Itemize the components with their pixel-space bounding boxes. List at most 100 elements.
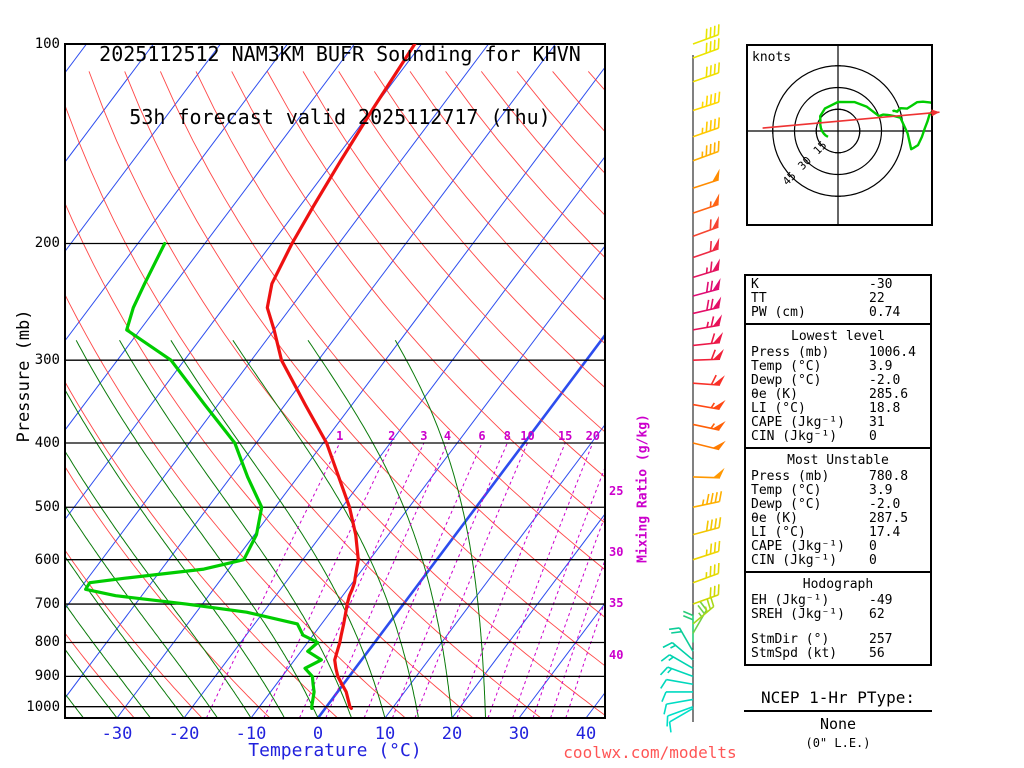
stat-label: CIN (Jkg⁻¹) — [751, 553, 838, 568]
stat-label: CAPE (Jkg⁻¹) — [751, 539, 845, 554]
pressure-tick-label: 1000 — [26, 698, 60, 715]
stat-label: K — [751, 277, 759, 292]
mixing-ratio-labels: 1 2 3 4 6 8 10 15 20 25 30 35 40 — [336, 429, 623, 662]
temperature-tick-label: -10 — [235, 724, 267, 744]
stat-value: 0 — [869, 429, 877, 444]
stat-value: 17.4 — [869, 525, 901, 540]
stat-label: θe (K) — [751, 511, 798, 526]
stats-section: Lowest level Press (mb) 1006.4 Temp (°C) 3.9… — [746, 323, 930, 447]
stat-label: Temp (°C) — [751, 359, 822, 374]
stat-value: 62 — [869, 607, 885, 622]
ptype-liquid-equivalent: (0" L.E.) — [805, 736, 871, 750]
svg-text:25: 25 — [609, 484, 623, 498]
svg-text:35: 35 — [609, 596, 623, 610]
pressure-tick-label: 500 — [34, 499, 60, 516]
pressure-tick-label: 800 — [34, 634, 60, 651]
svg-text:6: 6 — [478, 429, 485, 443]
hodograph-trace — [819, 100, 931, 151]
temperature-tick-label: 30 — [508, 724, 530, 744]
stat-value: 0 — [869, 553, 877, 568]
stat-row: θe (K) 287.5 — [746, 512, 930, 526]
svg-text:3: 3 — [420, 429, 427, 443]
stat-label: Dewp (°C) — [751, 497, 822, 512]
stat-label: PW (cm) — [751, 305, 806, 320]
svg-text:20: 20 — [586, 429, 600, 443]
watermark: coolwx.com/modelts — [563, 743, 737, 762]
pressure-tick-label: 900 — [34, 668, 60, 685]
ptype-value: None — [819, 715, 857, 733]
stat-label: LI (°C) — [751, 525, 806, 540]
stat-row: PW (cm) 0.74 — [746, 306, 930, 320]
ptype-title: NCEP 1-Hr PType: — [744, 688, 932, 712]
stat-value: 56 — [869, 646, 885, 661]
dewpoint-curve — [84, 241, 323, 710]
stat-row: Press (mb) 780.8 — [746, 470, 930, 484]
stat-value: 0.74 — [869, 305, 901, 320]
stats-panel: K -30 TT 22 PW (cm) 0.74 Lowest level Press (mb… — [744, 274, 932, 666]
svg-text:8: 8 — [504, 429, 511, 443]
stat-row: LI (°C) 17.4 — [746, 526, 930, 540]
wind-barb-column — [659, 24, 726, 733]
stat-value: 18.8 — [869, 401, 901, 416]
stat-label: SREH (Jkg⁻¹) — [751, 607, 845, 622]
stat-label: CIN (Jkg⁻¹) — [751, 429, 838, 444]
stats-section-header: Most Unstable — [787, 453, 889, 468]
stat-label: EH (Jkg⁻¹) — [751, 593, 830, 608]
stat-label: TT — [751, 291, 767, 306]
stat-row: EH (Jkg⁻¹) -49 — [746, 594, 930, 608]
stat-row: θe (K) 285.6 — [746, 388, 930, 402]
pressure-tick-label: 600 — [34, 551, 60, 568]
temperature-tick-label: -30 — [101, 724, 133, 744]
temperature-tick-label: 40 — [575, 724, 597, 744]
ptype-panel: NCEP 1-Hr PType: None (0" L.E.) — [744, 688, 932, 750]
stats-section-header: Hodograph — [802, 577, 874, 592]
stat-label: StmSpd (kt) — [751, 646, 838, 661]
stat-value: 257 — [869, 632, 893, 647]
stat-label: Press (mb) — [751, 345, 830, 360]
stat-label: StmDir (°) — [751, 632, 830, 647]
pressure-axis-label: Pressure (mb) — [14, 309, 34, 443]
stat-value: 31 — [869, 415, 885, 430]
skewt-background-lines — [65, 44, 605, 718]
temperature-curve — [265, 44, 417, 710]
stat-row: Temp (°C) 3.9 — [746, 360, 930, 374]
stats-section: Hodograph EH (Jkg⁻¹) -49 SREH (Jkg⁻¹) 62 StmD… — [746, 571, 930, 664]
stat-row: LI (°C) 18.8 — [746, 402, 930, 416]
stat-value: 3.9 — [869, 483, 893, 498]
stat-label: θe (K) — [751, 387, 798, 402]
chart-title-line1: 2025112512 NAM3KM BUFR Sounding for KHVN — [99, 42, 581, 66]
stat-value: 3.9 — [869, 359, 893, 374]
stat-label: LI (°C) — [751, 401, 806, 416]
svg-text:2: 2 — [388, 429, 395, 443]
stats-section: K -30 TT 22 PW (cm) 0.74 — [746, 276, 930, 323]
pressure-tick-label: 700 — [34, 596, 60, 613]
stat-value: -2.0 — [869, 373, 901, 388]
hodograph-units-label: knots — [752, 50, 792, 65]
mixing-ratio-axis-label: Mixing Ratio (g/kg) — [635, 414, 651, 563]
temperature-tick-label: 0 — [312, 724, 324, 744]
stat-row: SREH (Jkg⁻¹) 62 — [746, 608, 930, 622]
svg-text:10: 10 — [520, 429, 534, 443]
stat-value: -49 — [869, 593, 893, 608]
stat-value: 287.5 — [869, 511, 909, 526]
temperature-tick-label: -20 — [168, 724, 200, 744]
stat-value: 285.6 — [869, 387, 909, 402]
stat-value: -2.0 — [869, 497, 901, 512]
pressure-tick-label: 200 — [34, 235, 60, 252]
svg-text:4: 4 — [444, 429, 451, 443]
stat-label: Dewp (°C) — [751, 373, 822, 388]
stat-label: CAPE (Jkg⁻¹) — [751, 415, 845, 430]
stat-row: StmSpd (kt) 56 — [746, 647, 930, 661]
temperature-axis-label: Temperature (°C) — [248, 740, 422, 761]
stat-row: Dewp (°C) -2.0 — [746, 498, 930, 512]
chart-title: 2025112512 NAM3KM BUFR Sounding for KHVN… — [60, 2, 620, 170]
stat-row: CIN (Jkg⁻¹) 0 — [746, 554, 930, 568]
svg-text:1: 1 — [336, 429, 343, 443]
svg-text:40: 40 — [609, 648, 623, 662]
stat-row: CAPE (Jkg⁻¹) 31 — [746, 416, 930, 430]
stat-label: Press (mb) — [751, 469, 830, 484]
pressure-tick-label: 300 — [34, 352, 60, 369]
stat-value: -30 — [869, 277, 893, 292]
